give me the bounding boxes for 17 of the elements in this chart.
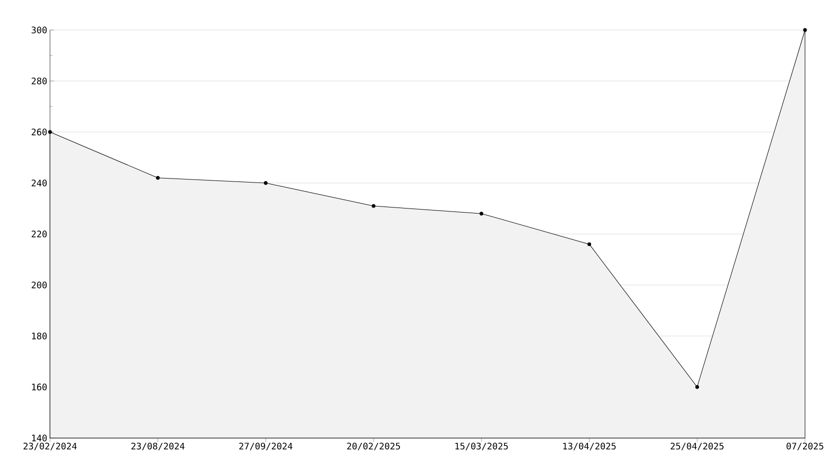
x-tick-label: 27/09/2024 [239, 442, 292, 450]
y-tick-label: 280 [32, 78, 47, 84]
x-tick-label: 23/02/2024 [24, 442, 77, 450]
y-tick-label: 300 [32, 26, 47, 34]
x-tick-label: 15/03/2025 [455, 442, 508, 450]
x-tick-label: 07/2025 [786, 442, 824, 450]
x-tick-label: 23/08/2024 [131, 442, 185, 450]
y-tick-label: 180 [32, 332, 47, 340]
y-tick-label: 160 [32, 384, 47, 390]
y-tick-label: 140 [32, 434, 47, 442]
y-tick-label: 260 [32, 128, 47, 136]
x-tick-label: 13/04/2025 [563, 442, 616, 450]
y-tick-label: 240 [32, 180, 47, 186]
y-tick-label: 200 [32, 282, 47, 288]
x-tick-label: 20/02/2025 [347, 442, 400, 450]
x-tick-label: 25/04/2025 [670, 442, 724, 450]
y-tick-label: 220 [32, 230, 47, 238]
